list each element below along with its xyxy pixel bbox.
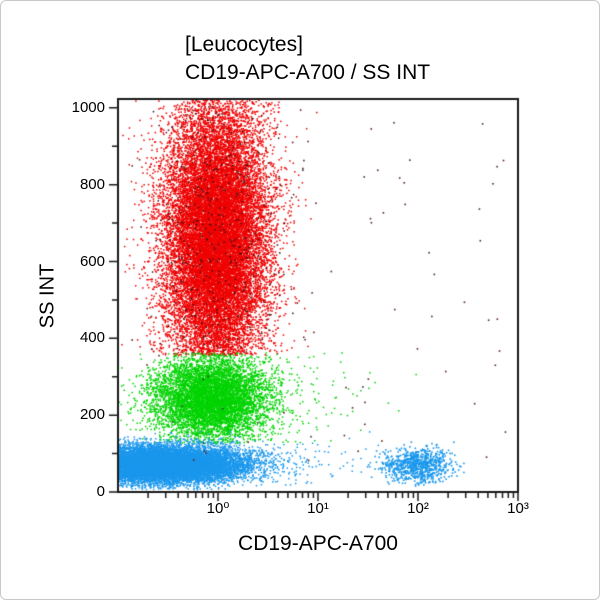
x-tick-label: 10⁰ [206, 500, 230, 517]
y-tick-label: 0 [96, 483, 105, 500]
y-axis-label: SS INT [36, 263, 59, 329]
parameters-title: CD19-APC-A700 / SS INT [185, 61, 431, 84]
x-tick-label: 10² [407, 500, 429, 517]
y-tick-label: 1000 [71, 98, 105, 116]
plot-title-block: [Leucocytes] CD19-APC-A700 / SS INT [185, 31, 430, 87]
x-tick-label: 10¹ [307, 500, 329, 517]
gate-title: [Leucocytes] [185, 33, 303, 56]
x-tick-label: 10³ [507, 500, 529, 517]
x-axis-label: CD19-APC-A700 [238, 532, 398, 555]
y-tick-label: 800 [79, 175, 105, 193]
y-tick-label: 400 [79, 329, 105, 347]
y-tick-label: 600 [79, 252, 105, 270]
y-tick-label: 200 [79, 406, 105, 424]
